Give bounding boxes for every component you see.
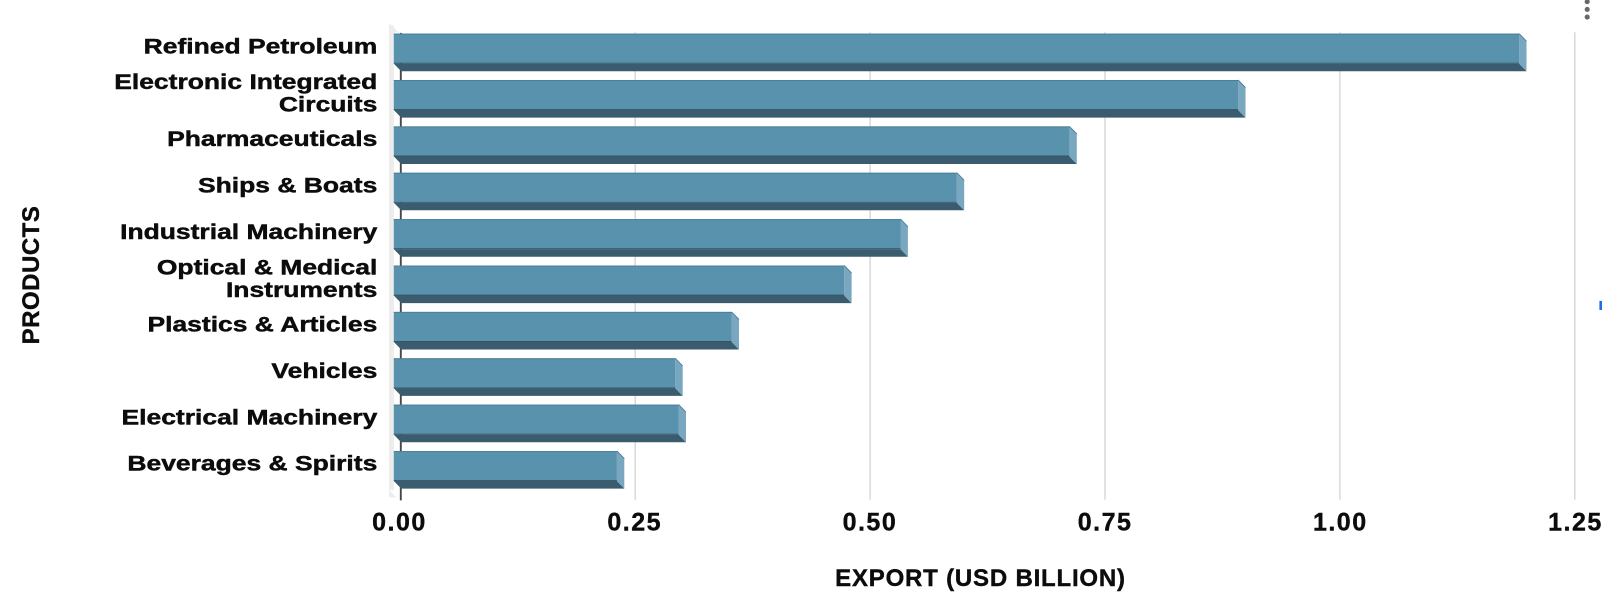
svg-text:0.25: 0.25 [607, 508, 662, 536]
svg-text:0.75: 0.75 [1078, 508, 1133, 536]
svg-text:Electronic Integrated: Electronic Integrated [114, 71, 377, 95]
svg-text:1.25: 1.25 [1548, 508, 1602, 536]
svg-text:Beverages & Spirits: Beverages & Spirits [127, 452, 377, 476]
svg-text:Refined Petroleum: Refined Petroleum [144, 35, 378, 59]
svg-text:Pharmaceuticals: Pharmaceuticals [167, 128, 377, 152]
svg-text:Electrical Machinery: Electrical Machinery [122, 406, 379, 430]
svg-text:PRODUCTS: PRODUCTS [18, 206, 45, 345]
svg-text:Ships & Boats: Ships & Boats [198, 174, 377, 198]
svg-text:Instruments: Instruments [226, 279, 377, 303]
svg-text:Circuits: Circuits [279, 93, 377, 117]
svg-text:Vehicles: Vehicles [271, 360, 377, 384]
svg-text:Industrial Machinery: Industrial Machinery [120, 220, 378, 244]
svg-text:EXPORT (USD BILLION): EXPORT (USD BILLION) [835, 565, 1126, 592]
svg-text:0.00: 0.00 [372, 508, 427, 536]
svg-text:Optical & Medical: Optical & Medical [157, 256, 377, 280]
svg-text:0.50: 0.50 [843, 508, 898, 536]
svg-text:1.00: 1.00 [1313, 508, 1368, 536]
svg-text:Plastics & Articles: Plastics & Articles [147, 313, 377, 337]
